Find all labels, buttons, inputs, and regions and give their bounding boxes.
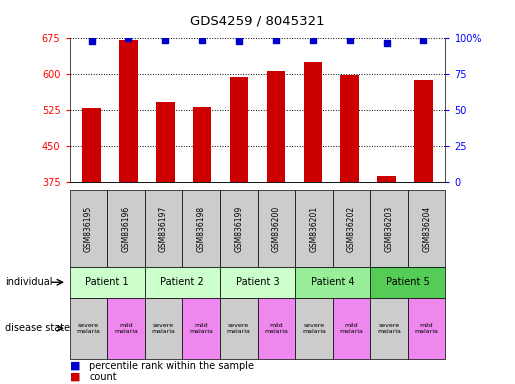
Text: mild
malaria: mild malaria — [189, 323, 213, 334]
Bar — [119, 40, 138, 362]
Text: GSM836199: GSM836199 — [234, 205, 243, 252]
Point — [161, 37, 169, 43]
Text: mild
malaria: mild malaria — [264, 323, 288, 334]
Text: severe
malaria: severe malaria — [302, 323, 326, 334]
Text: GSM836196: GSM836196 — [122, 205, 130, 252]
Text: severe
malaria: severe malaria — [76, 323, 100, 334]
Point — [88, 38, 96, 44]
Text: individual: individual — [5, 277, 53, 287]
Text: mild
malaria: mild malaria — [339, 323, 364, 334]
Text: disease state: disease state — [5, 323, 70, 333]
Text: ■: ■ — [70, 361, 80, 371]
Bar — [303, 62, 322, 362]
Text: severe
malaria: severe malaria — [377, 323, 401, 334]
Text: GSM836195: GSM836195 — [84, 205, 93, 252]
Text: GSM836198: GSM836198 — [197, 205, 205, 252]
Text: percentile rank within the sample: percentile rank within the sample — [89, 361, 254, 371]
Text: mild
malaria: mild malaria — [114, 323, 138, 334]
Point — [382, 40, 390, 46]
Text: GDS4259 / 8045321: GDS4259 / 8045321 — [190, 15, 325, 28]
Point — [346, 37, 354, 43]
Text: Patient 3: Patient 3 — [236, 277, 279, 287]
Point — [419, 37, 427, 43]
Point — [198, 37, 207, 43]
Bar — [267, 71, 285, 362]
Bar — [230, 77, 248, 362]
Text: GSM836202: GSM836202 — [347, 205, 356, 252]
Bar — [156, 102, 175, 362]
Text: Patient 2: Patient 2 — [161, 277, 204, 287]
Bar — [414, 80, 433, 362]
Text: GSM836201: GSM836201 — [310, 205, 318, 252]
Point — [272, 37, 280, 43]
Text: severe
malaria: severe malaria — [227, 323, 251, 334]
Bar — [193, 106, 212, 362]
Text: severe
malaria: severe malaria — [151, 323, 176, 334]
Text: GSM836200: GSM836200 — [272, 205, 281, 252]
Text: GSM836204: GSM836204 — [422, 205, 431, 252]
Text: Patient 4: Patient 4 — [311, 277, 354, 287]
Bar — [340, 75, 359, 362]
Text: Patient 1: Patient 1 — [85, 277, 129, 287]
Bar — [377, 176, 396, 362]
Point — [125, 35, 133, 41]
Text: ■: ■ — [70, 372, 80, 382]
Point — [235, 38, 243, 44]
Text: count: count — [89, 372, 117, 382]
Text: mild
malaria: mild malaria — [415, 323, 439, 334]
Text: Patient 5: Patient 5 — [386, 277, 430, 287]
Bar — [82, 108, 101, 362]
Point — [308, 37, 317, 43]
Text: GSM836197: GSM836197 — [159, 205, 168, 252]
Text: GSM836203: GSM836203 — [385, 205, 393, 252]
